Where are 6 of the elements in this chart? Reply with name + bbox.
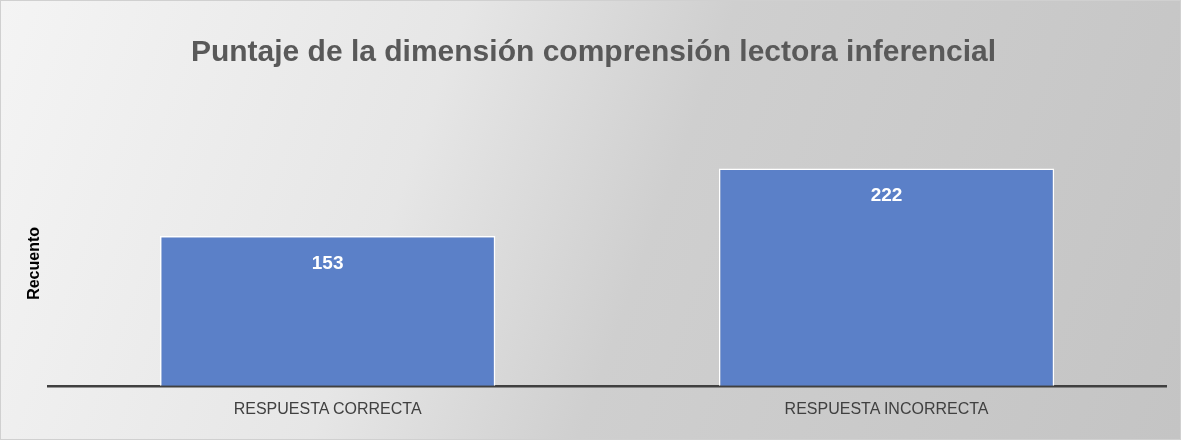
data-label: 222 <box>870 184 903 206</box>
y-axis-title: Recuento <box>25 226 43 300</box>
x-tick-label: RESPUESTA CORRECTA <box>233 399 422 417</box>
data-label: 153 <box>311 251 344 273</box>
chart-title: Puntaje de la dimensión comprensión lectora inferencial <box>190 34 997 68</box>
x-tick-label: RESPUESTA INCORRECTA <box>784 399 989 417</box>
